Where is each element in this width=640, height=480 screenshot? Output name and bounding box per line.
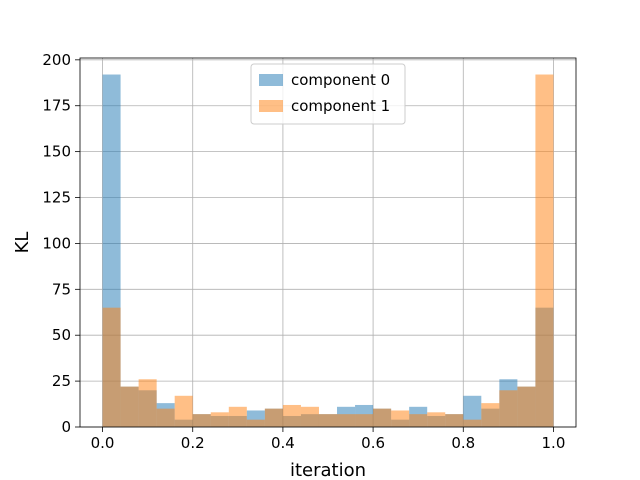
histogram-bar-component-1 <box>337 414 356 427</box>
legend-swatch <box>259 74 283 86</box>
histogram-bar-component-1 <box>210 412 229 427</box>
legend-label: component 1 <box>291 97 390 115</box>
x-tick-label: 0.2 <box>181 434 205 452</box>
x-axis-ticks: 0.0 0.2 0.4 0.6 0.8 1.0 <box>91 427 566 452</box>
histogram-bar-component-1 <box>499 390 518 427</box>
y-axis-label: KL <box>12 232 33 254</box>
y-tick-label: 25 <box>52 372 71 390</box>
y-tick-label: 175 <box>42 97 71 115</box>
histogram-bar-component-1 <box>373 408 392 427</box>
y-axis-ticks: 0 25 50 75 100 125 150 175 200 <box>42 51 80 436</box>
histogram-bar-component-1 <box>318 414 338 427</box>
histogram-bar-component-1 <box>481 403 500 427</box>
histogram-bar-component-1 <box>463 419 482 427</box>
y-tick-label: 200 <box>42 51 71 69</box>
x-tick-label: 0.4 <box>271 434 295 452</box>
histogram-bar-component-1 <box>427 412 446 427</box>
histogram-bar-component-1 <box>264 408 283 427</box>
y-tick-label: 50 <box>52 326 71 344</box>
histogram-bar-component-1 <box>156 408 175 427</box>
histogram-bar-component-1 <box>445 414 464 427</box>
histogram-bar-component-0 <box>463 395 482 427</box>
histogram-bar-component-1 <box>355 414 374 427</box>
y-tick-label: 100 <box>42 234 71 252</box>
x-tick-label: 0.0 <box>91 434 115 452</box>
histogram-bar-component-1 <box>517 386 536 427</box>
y-tick-label: 75 <box>52 280 71 298</box>
histogram-bar-component-1 <box>391 410 410 427</box>
x-tick-label: 0.6 <box>361 434 385 452</box>
histogram-bar-component-1 <box>282 404 301 427</box>
y-tick-label: 125 <box>42 189 71 207</box>
y-tick-label: 0 <box>61 418 71 436</box>
x-tick-label: 0.8 <box>451 434 475 452</box>
x-tick-label: 1.0 <box>542 434 566 452</box>
y-tick-label: 150 <box>42 143 71 161</box>
histogram-bar-component-1 <box>192 414 211 427</box>
histogram-bar-component-1 <box>174 395 193 427</box>
legend-box <box>250 63 406 125</box>
histogram-bar-component-1 <box>138 379 157 427</box>
histogram-bar-component-1 <box>102 307 121 427</box>
histogram-bar-component-1 <box>120 386 139 427</box>
histogram-bar-component-1 <box>228 406 247 427</box>
x-axis-label: iteration <box>290 460 366 480</box>
legend: component 0 component 1 <box>250 63 406 125</box>
legend-swatch <box>259 100 283 112</box>
histogram-bar-component-1 <box>300 406 319 427</box>
legend-label: component 0 <box>291 71 390 89</box>
histogram-bars <box>102 74 554 427</box>
histogram-bar-component-1 <box>409 414 428 427</box>
histogram-bar-component-1 <box>535 74 554 427</box>
plot-frame <box>79 57 577 428</box>
histogram-bar-component-1 <box>246 419 265 427</box>
